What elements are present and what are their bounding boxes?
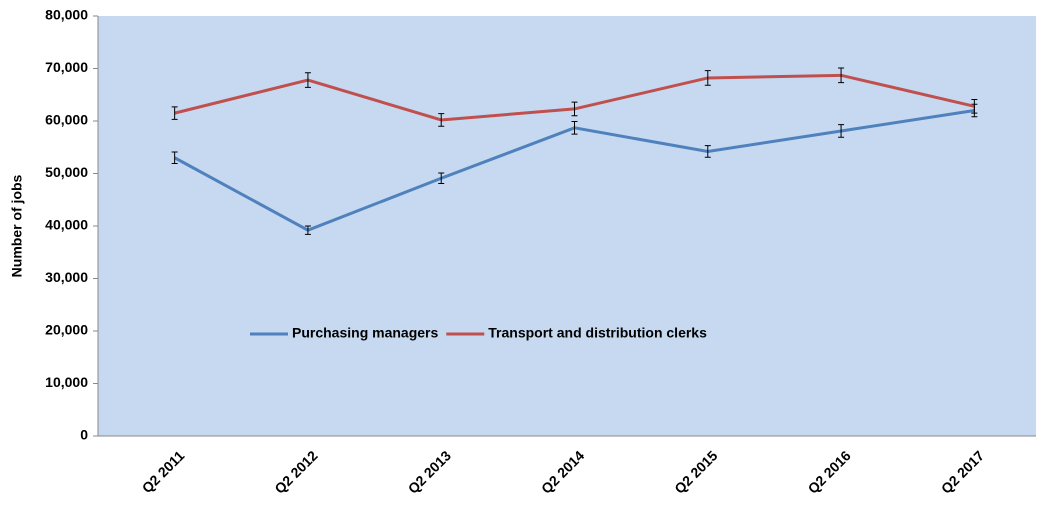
error-bar [438, 113, 445, 127]
y-tick-label: 0 [80, 427, 88, 443]
error-bar [171, 106, 178, 120]
error-bar [704, 70, 711, 86]
x-tick-label: Q2 2011 [139, 447, 188, 496]
plot-area [98, 16, 1036, 436]
error-bar [571, 121, 578, 135]
error-bar [304, 225, 311, 235]
x-tick-label: Q2 2015 [671, 447, 720, 496]
error-bar [571, 101, 578, 117]
y-tick-label: 10,000 [45, 374, 88, 390]
error-bar [704, 145, 711, 158]
x-tick-label: Q2 2017 [938, 447, 987, 496]
x-tick-label: Q2 2013 [405, 447, 454, 496]
x-tick-label: Q2 2016 [805, 447, 854, 496]
legend-label: Transport and distribution clerks [488, 325, 707, 341]
error-bar [304, 72, 311, 88]
y-tick-label: 40,000 [45, 217, 88, 233]
y-tick-label: 20,000 [45, 322, 88, 338]
error-bar [438, 172, 445, 184]
y-axis-title: Number of jobs [9, 174, 25, 277]
y-tick-label: 70,000 [45, 59, 88, 75]
y-tick-label: 80,000 [45, 7, 88, 23]
error-bar [171, 151, 178, 165]
error-bar [838, 124, 845, 138]
x-tick-label: Q2 2012 [271, 447, 320, 496]
error-bar [838, 67, 845, 84]
y-tick-label: 50,000 [45, 164, 88, 180]
x-tick-label: Q2 2014 [538, 447, 587, 496]
y-tick-label: 30,000 [45, 269, 88, 285]
legend-label: Purchasing managers [292, 325, 438, 341]
error-bar [971, 98, 978, 114]
y-tick-label: 60,000 [45, 112, 88, 128]
